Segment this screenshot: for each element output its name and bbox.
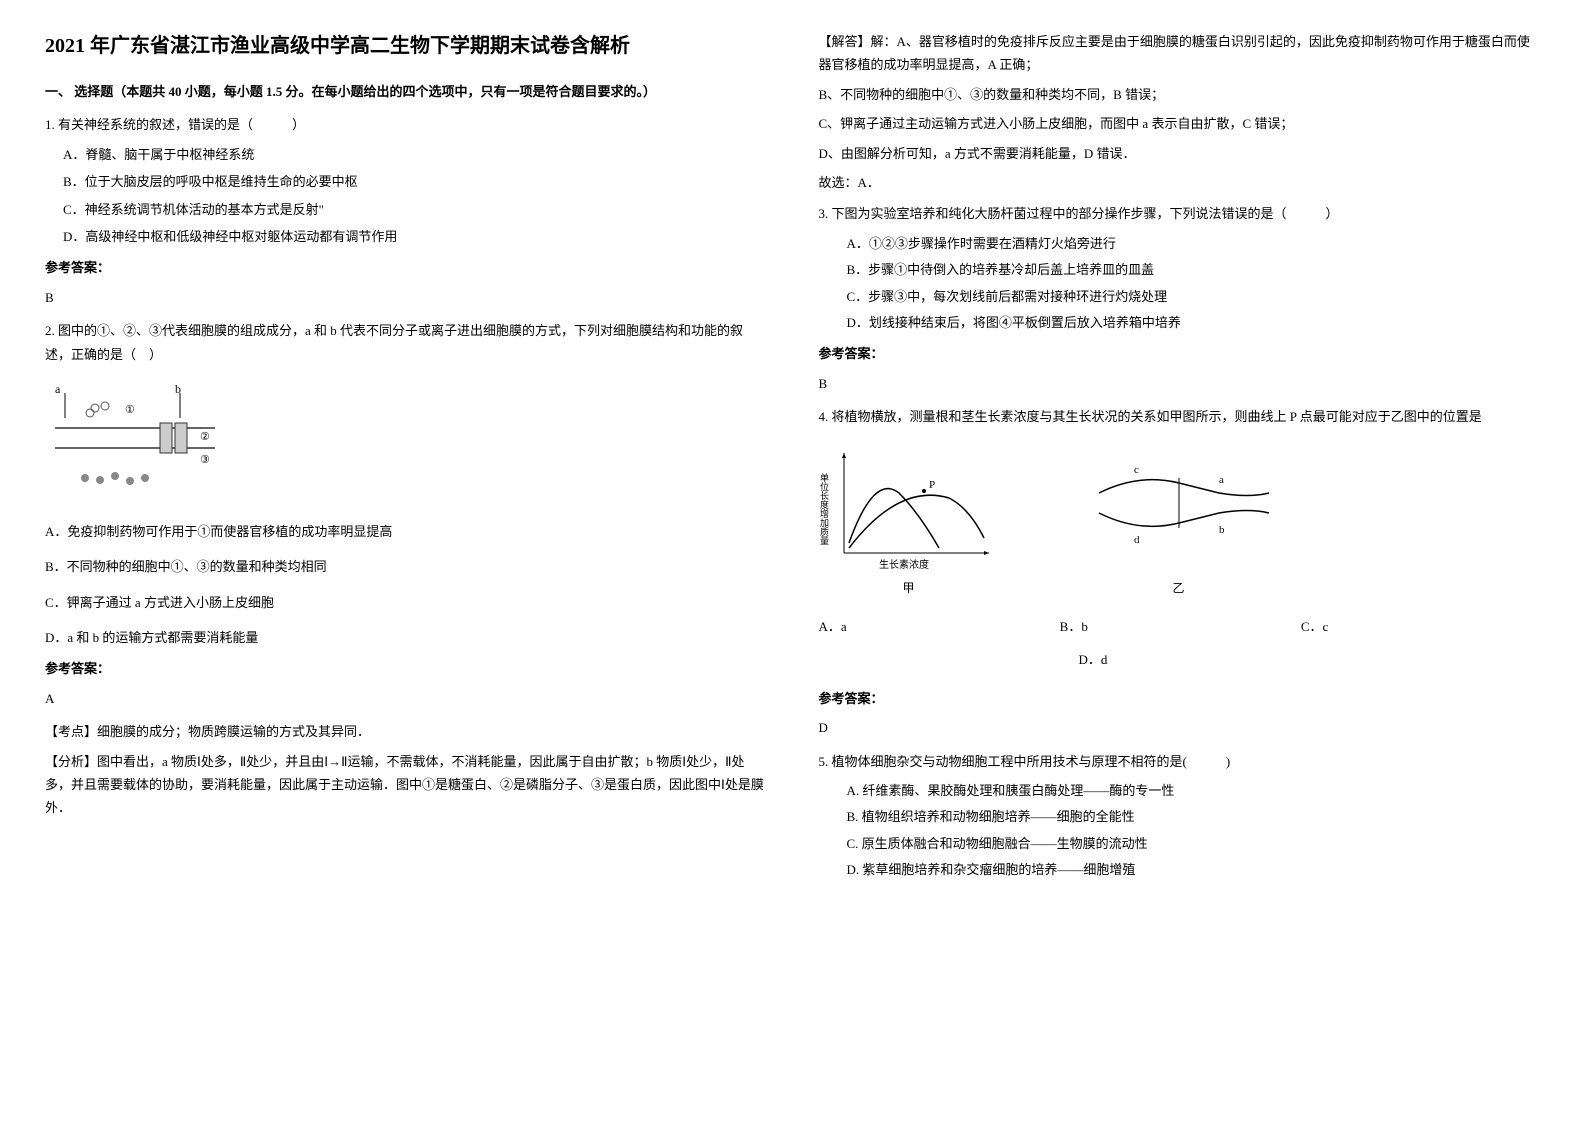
q3-option-d: D．划线接种结束后，将图④平板倒置后放入培养箱中培养: [847, 311, 1543, 334]
label-1: ①: [125, 404, 135, 416]
point-c: c: [1134, 464, 1139, 476]
label-a: a: [55, 382, 61, 396]
chart-jia-ylabel: 单位长度增加质量: [819, 472, 829, 545]
q4-charts: P 单位长度增加质量 生长素浓度 甲 c a d b 乙: [819, 443, 1543, 600]
q4-answer: D: [819, 716, 1543, 739]
chart-yi: c a d b: [1079, 443, 1279, 573]
q4-option-b: B．b: [1060, 615, 1301, 638]
q5-option-c: C. 原生质体融合和动物细胞融合——生物膜的流动性: [847, 832, 1543, 855]
point-b: b: [1219, 524, 1225, 536]
label-2: ②: [200, 431, 210, 443]
q2-option-c: C．钾离子通过 a 方式进入小肠上皮细胞: [45, 591, 769, 614]
q2-diagram: a b ① ② ③: [45, 378, 769, 508]
q3-option-a: A．①②③步骤操作时需要在酒精灯火焰旁进行: [847, 232, 1543, 255]
page-title: 2021 年广东省湛江市渔业高级中学高二生物下学期期末试卷含解析: [45, 30, 769, 62]
q2-jieda4: D、由图解分析可知，a 方式不需要消耗能量，D 错误．: [819, 142, 1543, 165]
q1-option-b: B．位于大脑皮层的呼吸中枢是维持生命的必要中枢: [63, 170, 769, 193]
q1-option-d: D．高级神经中枢和低级神经中枢对躯体运动都有调节作用: [63, 225, 769, 248]
section-header: 一、 选择题（本题共 40 小题，每小题 1.5 分。在每小题给出的四个选项中，…: [45, 80, 769, 103]
q5-option-a: A. 纤维素酶、果胶酶处理和胰蛋白酶处理——酶的专一性: [847, 779, 1543, 802]
q2-jieda1: 【解答】解：A、器官移植时的免疫排斥反应主要是由于细胞膜的糖蛋白识别引起的，因此…: [819, 30, 1543, 77]
point-d: d: [1134, 534, 1140, 546]
q2-kaodian: 【考点】细胞膜的成分；物质跨膜运输的方式及其异同．: [45, 720, 769, 743]
q3-option-b: B．步骤①中待倒入的培养基冷却后盖上培养皿的皿盖: [847, 258, 1543, 281]
question-4: 4. 将植物横放，测量根和茎生长素浓度与其生长状况的关系如甲图所示，则曲线上 P…: [819, 405, 1543, 428]
question-2: 2. 图中的①、②、③代表细胞膜的组成成分，a 和 b 代表不同分子或离子进出细…: [45, 319, 769, 366]
chart-jia: P 单位长度增加质量 生长素浓度: [819, 443, 999, 573]
label-3: ③: [200, 454, 210, 466]
chart-jia-label: 甲: [819, 578, 999, 600]
q2-option-d: D．a 和 b 的运输方式都需要消耗能量: [45, 626, 769, 649]
q3-answer: B: [819, 372, 1543, 395]
q2-guxuan: 故选：A．: [819, 171, 1543, 194]
q2-jieda3: C、钾离子通过主动运输方式进入小肠上皮细胞，而图中 a 表示自由扩散，C 错误；: [819, 112, 1543, 135]
q4-options-row: A．a B．b C．c: [819, 615, 1543, 638]
q1-answer-label: 参考答案：: [45, 256, 769, 279]
q2-answer-label: 参考答案：: [45, 657, 769, 680]
point-a: a: [1219, 474, 1224, 486]
chart-jia-xlabel: 生长素浓度: [879, 558, 929, 571]
q1-option-a: A．脊髓、脑干属于中枢神经系统: [63, 143, 769, 166]
question-1: 1. 有关神经系统的叙述，错误的是（ ）: [45, 113, 769, 136]
point-p-label: P: [929, 479, 935, 491]
chart-yi-wrapper: c a d b 乙: [1079, 443, 1279, 600]
q4-answer-label: 参考答案：: [819, 687, 1543, 710]
q2-fenxi: 【分析】图中看出，a 物质Ⅰ处多，Ⅱ处少，并且由Ⅰ→Ⅱ运输，不需载体，不消耗能量…: [45, 750, 769, 820]
q1-answer: B: [45, 286, 769, 309]
q4-option-d: D．d: [1079, 648, 1543, 671]
q4-option-a: A．a: [819, 615, 1060, 638]
q5-option-d: D. 紫草细胞培养和杂交瘤细胞的培养——细胞增殖: [847, 858, 1543, 881]
q2-option-b: B．不同物种的细胞中①、③的数量和种类均相同: [45, 555, 769, 578]
q3-option-c: C．步骤③中，每次划线前后都需对接种环进行灼烧处理: [847, 285, 1543, 308]
q2-answer: A: [45, 687, 769, 710]
q2-option-a: A．免疫抑制药物可作用于①而使器官移植的成功率明显提高: [45, 520, 769, 543]
chart-yi-label: 乙: [1079, 578, 1279, 600]
q4-option-c: C．c: [1301, 615, 1542, 638]
question-3: 3. 下图为实验室培养和纯化大肠杆菌过程中的部分操作步骤，下列说法错误的是（ ）: [819, 202, 1543, 225]
question-5: 5. 植物体细胞杂交与动物细胞工程中所用技术与原理不相符的是( ): [819, 750, 1543, 773]
q3-answer-label: 参考答案：: [819, 342, 1543, 365]
q2-jieda2: B、不同物种的细胞中①、③的数量和种类均不同，B 错误；: [819, 83, 1543, 106]
chart-jia-wrapper: P 单位长度增加质量 生长素浓度 甲: [819, 443, 999, 600]
q1-option-c: C．神经系统调节机体活动的基本方式是反射": [63, 198, 769, 221]
q5-option-b: B. 植物组织培养和动物细胞培养——细胞的全能性: [847, 805, 1543, 828]
